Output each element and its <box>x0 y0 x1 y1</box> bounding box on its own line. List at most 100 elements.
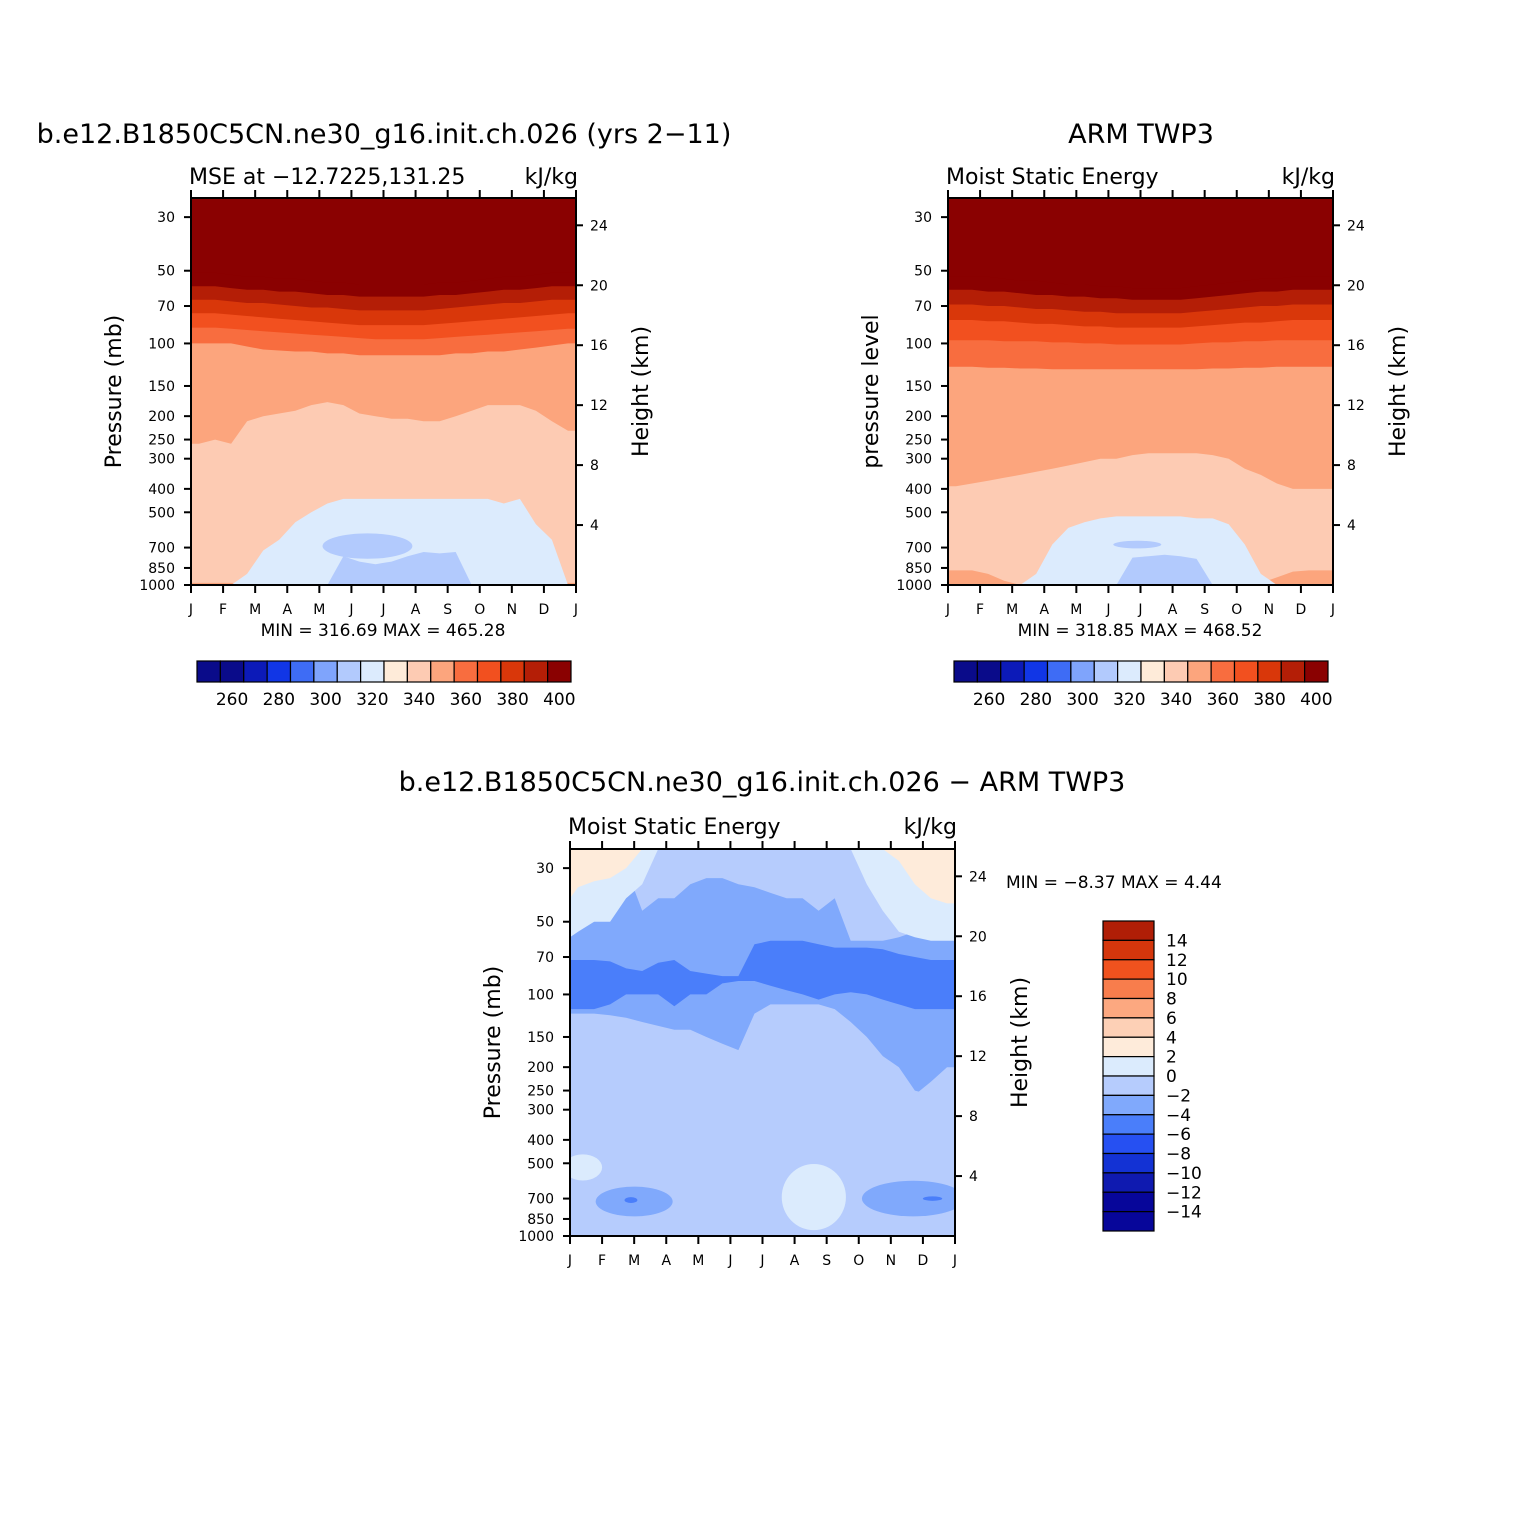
plot-area <box>570 849 955 1236</box>
x-tick-label: S <box>1200 602 1209 618</box>
colorbar-label: 340 <box>1160 690 1192 710</box>
colorbar-box <box>406 660 432 683</box>
contour-fill-400 <box>948 198 1333 289</box>
colorbar-label: 300 <box>309 690 341 710</box>
y-tick-label: 100 <box>148 336 175 352</box>
y-tick-right-label: 8 <box>590 458 599 474</box>
colorbar-box <box>243 660 268 683</box>
x-tick-label: N <box>886 1253 896 1269</box>
x-tick-label: M <box>313 602 325 618</box>
colorbar-label: −4 <box>1166 1106 1191 1126</box>
y-tick-right-label: 24 <box>590 218 608 234</box>
colorbar-box <box>1304 660 1329 683</box>
colorbar-box <box>1257 660 1282 683</box>
chart-title: b.e12.B1850C5CN.ne30_g16.init.ch.026 (yr… <box>37 119 732 150</box>
colorbar-box <box>1102 1133 1155 1155</box>
colorbar-box <box>1102 939 1155 961</box>
colorbar-label: 360 <box>1207 690 1239 710</box>
x-tick-label: M <box>1006 602 1018 618</box>
colorbar-box <box>360 660 385 683</box>
y-tick-label: 250 <box>148 433 175 449</box>
colorbar-label: 10 <box>1166 970 1188 990</box>
colorbar-box <box>266 660 292 683</box>
contour-region-3 <box>570 1004 955 1236</box>
x-tick-label: J <box>1330 602 1335 618</box>
x-tick-label: D <box>918 1253 929 1269</box>
min-max-stats: MIN = −8.37 MAX = 4.44 <box>1006 873 1222 893</box>
y-tick-label: 100 <box>905 336 932 352</box>
colorbar-box <box>1117 660 1142 683</box>
y-tick-right-label: 8 <box>969 1109 978 1125</box>
chart-title: b.e12.B1850C5CN.ne30_g16.init.ch.026 − A… <box>399 767 1126 798</box>
y-tick-right-label: 24 <box>1347 218 1365 234</box>
y-axis-right-label: Height (km) <box>1008 977 1033 1108</box>
colorbar-label: −10 <box>1166 1164 1202 1184</box>
colorbar-label: 8 <box>1166 990 1177 1010</box>
colorbar-box <box>547 660 572 683</box>
y-tick-label: 300 <box>527 1103 554 1119</box>
y-tick-right-label: 12 <box>1347 398 1365 414</box>
x-tick-label: J <box>348 602 353 618</box>
contour-fill-400 <box>191 198 576 285</box>
contour-pocket-2 <box>624 1197 638 1204</box>
x-tick-label: J <box>759 1253 764 1269</box>
colorbar-label: 6 <box>1166 1009 1177 1029</box>
y-tick-label: 30 <box>914 210 932 226</box>
y-tick-label: 50 <box>157 264 175 280</box>
chart-subtitle-left: MSE at −12.7225,131.25 <box>189 165 465 190</box>
x-tick-label: J <box>1105 602 1110 618</box>
colorbar-label: 320 <box>356 690 388 710</box>
colorbar: 260 280 300 320 340 360 380 400 <box>953 660 1333 710</box>
colorbar-box <box>219 660 245 683</box>
colorbar-label: 360 <box>450 690 482 710</box>
contour-pocket-1 <box>1113 540 1162 549</box>
x-tick-label: J <box>573 602 578 618</box>
contour-pocket-3 <box>861 1180 955 1217</box>
colorbar-label: 400 <box>1300 690 1332 710</box>
x-tick-label: N <box>1264 602 1274 618</box>
x-tick-label: M <box>249 602 261 618</box>
y-tick-right-label: 16 <box>969 989 987 1005</box>
colorbar-box <box>1000 660 1025 683</box>
x-tick-label: A <box>661 1253 671 1269</box>
y-tick-label: 700 <box>905 541 932 557</box>
chart-panel-3: J F M A M J J A S O N D J305070100150200250300400500… <box>399 767 1222 1269</box>
y-tick-label: 400 <box>148 482 175 498</box>
colorbar-box <box>1070 660 1095 683</box>
colorbar-box <box>196 660 221 683</box>
colorbar-box <box>523 660 549 683</box>
y-tick-label: 30 <box>536 861 554 877</box>
y-tick-label: 70 <box>536 950 554 966</box>
x-tick-label: D <box>539 602 550 618</box>
colorbar-box <box>1163 660 1189 683</box>
x-tick-label: S <box>822 1253 831 1269</box>
colorbar-box <box>289 660 315 683</box>
y-tick-label: 850 <box>148 561 175 577</box>
colorbar-box <box>1102 1094 1155 1116</box>
colorbar-label: 0 <box>1166 1067 1177 1087</box>
x-tick-label: N <box>507 602 517 618</box>
colorbar-box <box>1102 1191 1155 1213</box>
colorbar-box <box>1210 660 1236 683</box>
x-tick-label: A <box>411 602 421 618</box>
colorbar-box <box>1102 1036 1155 1058</box>
colorbar-box <box>1102 1056 1155 1077</box>
y-axis-right-label: Height (km) <box>629 326 654 457</box>
colorbar-box <box>976 660 1002 683</box>
y-tick-label: 200 <box>905 409 932 425</box>
y-tick-label: 700 <box>148 541 175 557</box>
y-axis-label: Pressure (mb) <box>481 966 506 1120</box>
colorbar-label: 260 <box>973 690 1005 710</box>
colorbar-box <box>313 660 338 683</box>
colorbar-box <box>1233 660 1259 683</box>
x-tick-label: S <box>443 602 452 618</box>
y-axis-label: pressure level <box>859 314 884 468</box>
y-tick-right-label: 20 <box>1347 278 1365 294</box>
colorbar-box <box>1102 1075 1155 1096</box>
y-tick-right-label: 24 <box>969 869 987 885</box>
colorbar-box <box>1102 920 1155 941</box>
y-axis-label: Pressure (mb) <box>102 315 127 469</box>
y-tick-label: 400 <box>905 482 932 498</box>
contour-pocket-1 <box>322 533 413 559</box>
